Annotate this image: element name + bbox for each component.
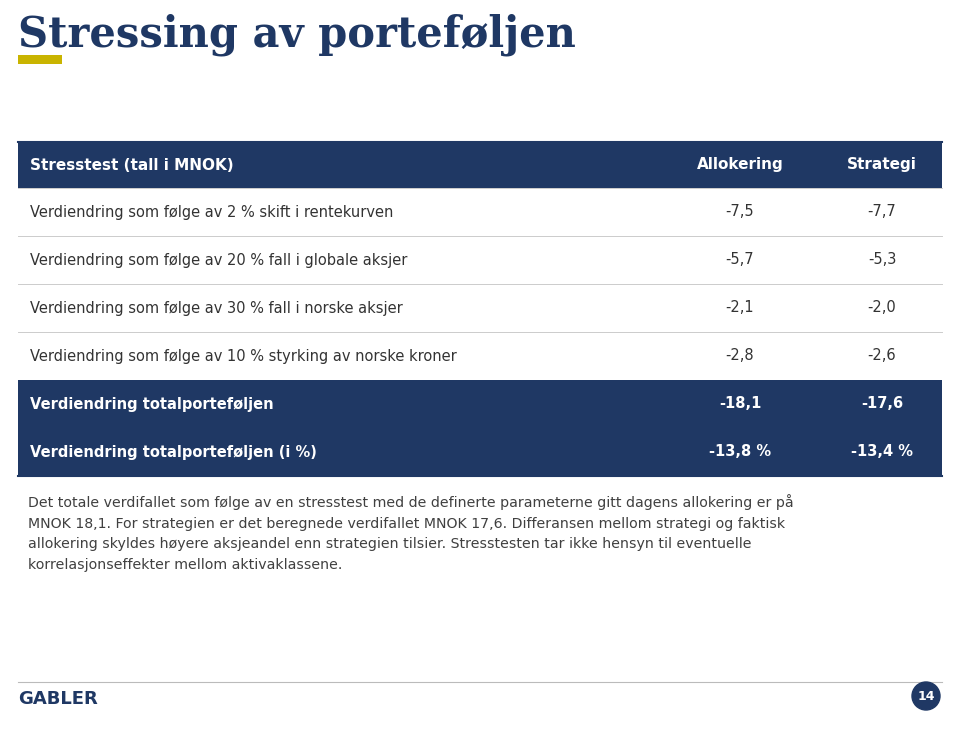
Text: Stresstest (tall i MNOK): Stresstest (tall i MNOK) bbox=[30, 157, 233, 173]
Bar bbox=[18, 428, 942, 476]
Text: -17,6: -17,6 bbox=[861, 397, 903, 411]
Text: Stressing av porteføljen: Stressing av porteføljen bbox=[18, 14, 576, 56]
Bar bbox=[18, 380, 942, 428]
Text: Det totale verdifallet som følge av en stresstest med de definerte parameterne g: Det totale verdifallet som følge av en s… bbox=[28, 494, 794, 572]
Text: Verdiendring som følge av 10 % styrking av norske kroner: Verdiendring som følge av 10 % styrking … bbox=[30, 348, 457, 364]
Text: Strategi: Strategi bbox=[847, 157, 917, 173]
Text: Verdiendring totalporteføljen (i %): Verdiendring totalporteføljen (i %) bbox=[30, 444, 317, 460]
Text: Verdiendring som følge av 20 % fall i globale aksjer: Verdiendring som følge av 20 % fall i gl… bbox=[30, 253, 407, 267]
Text: Verdiendring som følge av 30 % fall i norske aksjer: Verdiendring som følge av 30 % fall i no… bbox=[30, 301, 403, 315]
Text: -2,6: -2,6 bbox=[868, 348, 897, 364]
Bar bbox=[18, 142, 942, 188]
Text: -2,1: -2,1 bbox=[726, 301, 755, 315]
Bar bbox=[18, 55, 62, 64]
Text: Verdiendring som følge av 2 % skift i rentekurven: Verdiendring som følge av 2 % skift i re… bbox=[30, 204, 394, 220]
Text: 14: 14 bbox=[917, 690, 935, 703]
Text: Allokering: Allokering bbox=[697, 157, 783, 173]
Text: -5,7: -5,7 bbox=[726, 253, 755, 267]
Text: -7,7: -7,7 bbox=[868, 204, 897, 220]
Text: -7,5: -7,5 bbox=[726, 204, 755, 220]
Text: -13,8 %: -13,8 % bbox=[708, 444, 771, 460]
Text: -2,8: -2,8 bbox=[726, 348, 755, 364]
Text: GABLER: GABLER bbox=[18, 690, 98, 708]
Bar bbox=[18, 284, 942, 332]
Text: Verdiendring totalporteføljen: Verdiendring totalporteføljen bbox=[30, 397, 274, 411]
Circle shape bbox=[912, 682, 940, 710]
Text: -13,4 %: -13,4 % bbox=[851, 444, 913, 460]
Bar bbox=[18, 332, 942, 380]
Text: -18,1: -18,1 bbox=[719, 397, 761, 411]
Bar bbox=[18, 188, 942, 236]
Text: -2,0: -2,0 bbox=[868, 301, 897, 315]
Bar bbox=[18, 236, 942, 284]
Text: -5,3: -5,3 bbox=[868, 253, 897, 267]
